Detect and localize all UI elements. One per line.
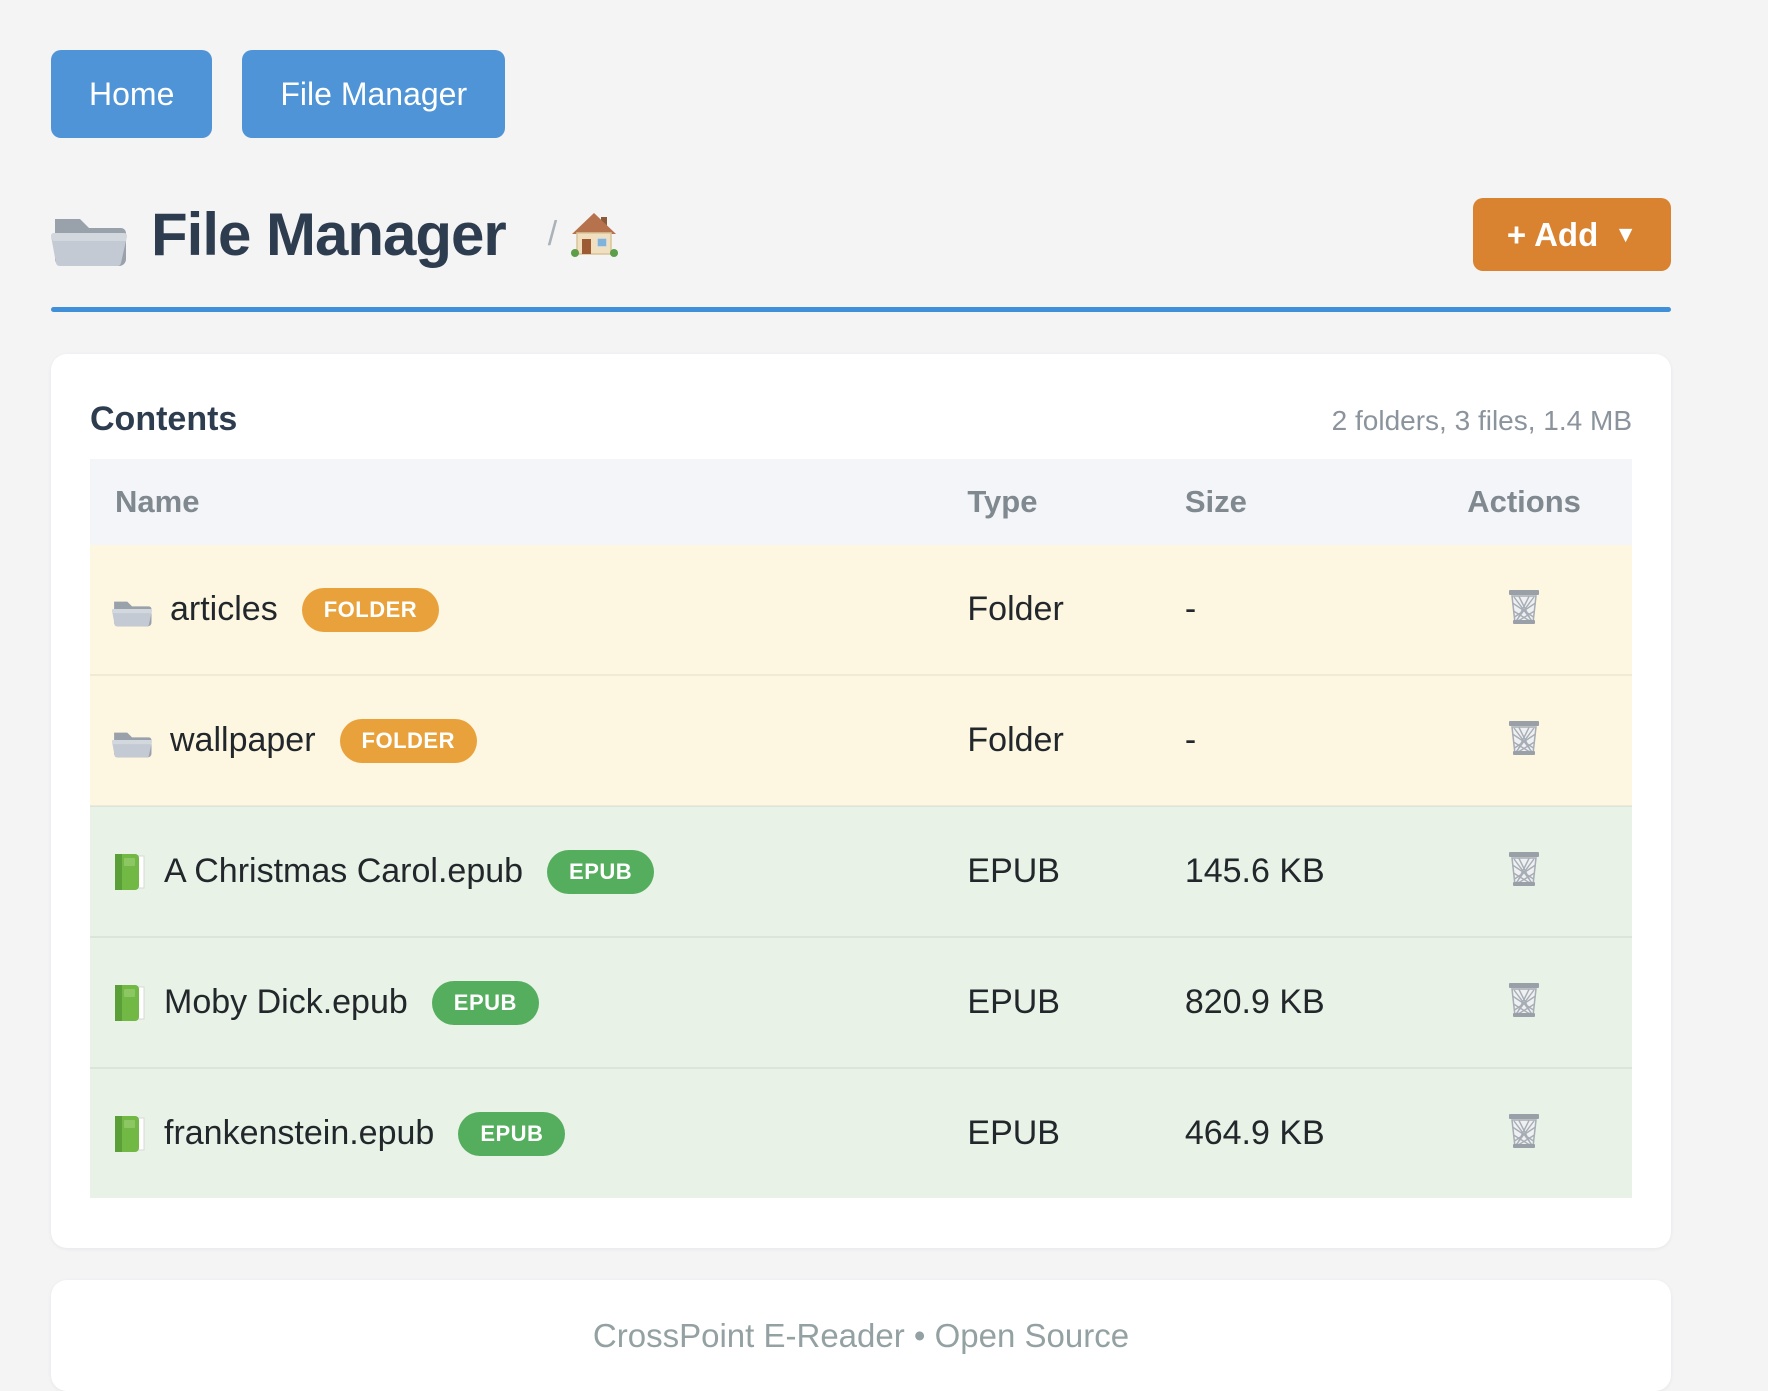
breadcrumb-separator: / [548, 215, 557, 254]
book-icon [112, 1114, 146, 1154]
contents-title: Contents [90, 400, 237, 439]
folder-icon [112, 724, 152, 758]
file-name[interactable]: A Christmas Carol.epub [164, 852, 523, 891]
file-size: 820.9 KB [1185, 937, 1416, 1068]
table-header-row: Name Type Size Actions [90, 459, 1632, 545]
file-manager-page: Home File Manager File Manager / + Add ▼… [0, 0, 1768, 1380]
file-size: - [1185, 545, 1416, 675]
contents-summary: 2 folders, 3 files, 1.4 MB [1332, 405, 1632, 437]
folder-row[interactable]: wallpaper FOLDER Folder - [90, 675, 1632, 806]
folder-row[interactable]: articles FOLDER Folder - [90, 545, 1632, 675]
breadcrumb: / [548, 211, 618, 258]
add-button[interactable]: + Add ▼ [1473, 198, 1671, 271]
file-row[interactable]: A Christmas Carol.epub EPUB EPUB 145.6 K… [90, 806, 1632, 937]
file-name[interactable]: frankenstein.epub [164, 1114, 434, 1153]
file-type: EPUB [967, 1068, 1184, 1198]
folder-icon [51, 203, 127, 267]
file-size: 145.6 KB [1185, 806, 1416, 937]
delete-button[interactable] [1502, 1107, 1546, 1155]
status-badge: EPUB [547, 850, 654, 894]
delete-button[interactable] [1502, 714, 1546, 762]
file-name[interactable]: Moby Dick.epub [164, 983, 408, 1022]
chevron-down-icon: ▼ [1614, 223, 1637, 246]
file-size: 464.9 KB [1185, 1068, 1416, 1198]
page-header: File Manager / + Add ▼ [51, 198, 1671, 271]
column-header-size: Size [1185, 459, 1416, 545]
trash-icon [1506, 980, 1542, 1020]
file-row[interactable]: frankenstein.epub EPUB EPUB 464.9 KB [90, 1068, 1632, 1198]
status-badge: FOLDER [302, 588, 439, 632]
file-name[interactable]: articles [170, 590, 278, 629]
footer-text: CrossPoint E-Reader • Open Source [593, 1317, 1129, 1355]
trash-icon [1506, 1111, 1542, 1151]
status-badge: FOLDER [340, 719, 477, 763]
nav-home-button[interactable]: Home [51, 50, 212, 138]
column-header-name: Name [90, 459, 967, 545]
status-badge: EPUB [432, 981, 539, 1025]
page-title: File Manager [151, 200, 506, 269]
folder-icon [112, 593, 152, 627]
footer-card: CrossPoint E-Reader • Open Source [51, 1280, 1671, 1391]
title-divider [51, 307, 1671, 312]
column-header-actions: Actions [1416, 459, 1632, 545]
nav-file-manager-button[interactable]: File Manager [242, 50, 505, 138]
add-button-label: + Add [1507, 218, 1598, 251]
file-type: Folder [967, 675, 1184, 806]
delete-button[interactable] [1502, 845, 1546, 893]
file-size: - [1185, 675, 1416, 806]
delete-button[interactable] [1502, 583, 1546, 631]
trash-icon [1506, 849, 1542, 889]
trash-icon [1506, 718, 1542, 758]
file-type: EPUB [967, 806, 1184, 937]
top-nav: Home File Manager [51, 50, 1671, 138]
contents-card: Contents 2 folders, 3 files, 1.4 MB Name… [51, 354, 1671, 1248]
book-icon [112, 852, 146, 892]
book-icon [112, 983, 146, 1023]
file-name[interactable]: wallpaper [170, 721, 316, 760]
delete-button[interactable] [1502, 976, 1546, 1024]
column-header-type: Type [967, 459, 1184, 545]
house-icon[interactable] [571, 211, 618, 258]
file-type: EPUB [967, 937, 1184, 1068]
trash-icon [1506, 587, 1542, 627]
contents-table: Name Type Size Actions articles FOLDER F… [90, 459, 1632, 1198]
status-badge: EPUB [458, 1112, 565, 1156]
file-type: Folder [967, 545, 1184, 675]
file-row[interactable]: Moby Dick.epub EPUB EPUB 820.9 KB [90, 937, 1632, 1068]
